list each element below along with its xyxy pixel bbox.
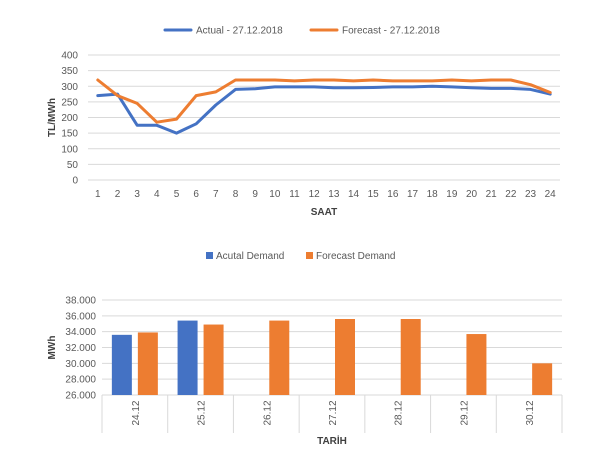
x-tick-label: 13 bbox=[328, 189, 340, 200]
x-tick-label: 2 bbox=[115, 189, 121, 200]
x-tick-label: 10 bbox=[269, 189, 281, 200]
bar-forecast bbox=[269, 320, 290, 395]
y-tick-label: 30.000 bbox=[65, 359, 96, 370]
x-tick-label: 6 bbox=[193, 189, 199, 200]
x-tick-label: 24 bbox=[545, 189, 557, 200]
x-tick-label: 14 bbox=[348, 189, 360, 200]
y-tick-label: 200 bbox=[61, 113, 78, 124]
x-tick-label: 5 bbox=[174, 189, 180, 200]
x-tick-label: 27.12 bbox=[328, 400, 339, 425]
x-tick-label: 19 bbox=[446, 189, 458, 200]
x-tick-label: 26.12 bbox=[262, 400, 273, 425]
y-tick-label: 38.000 bbox=[65, 296, 96, 307]
bar-forecast bbox=[203, 324, 224, 395]
legend-label: Forecast - 27.12.2018 bbox=[342, 26, 440, 37]
bar-forecast bbox=[335, 319, 355, 395]
bar-actual bbox=[111, 334, 132, 395]
x-tick-label: 4 bbox=[154, 189, 160, 200]
x-tick-label: 8 bbox=[233, 189, 239, 200]
y-tick-label: 400 bbox=[61, 51, 78, 62]
legend-square-swatch bbox=[206, 252, 213, 259]
series-line-0 bbox=[96, 84, 552, 135]
legend-square-swatch bbox=[306, 252, 313, 259]
x-tick-label: 12 bbox=[309, 189, 321, 200]
x-tick-label: 25.12 bbox=[197, 400, 208, 425]
y-tick-label: 34.000 bbox=[65, 327, 96, 338]
y-axis-title: TL/MWh bbox=[47, 98, 58, 137]
x-tick-label: 16 bbox=[387, 189, 399, 200]
x-tick-label: 18 bbox=[427, 189, 439, 200]
bar-forecast bbox=[532, 363, 553, 395]
y-tick-label: 300 bbox=[61, 82, 78, 93]
y-tick-label: 28.000 bbox=[65, 375, 96, 386]
x-tick-label: 22 bbox=[505, 189, 517, 200]
x-tick-label: 7 bbox=[213, 189, 219, 200]
x-tick-label: 28.12 bbox=[394, 400, 405, 425]
y-axis-title: MWh bbox=[47, 336, 58, 360]
legend-label: Acutal Demand bbox=[216, 251, 284, 262]
y-tick-label: 50 bbox=[67, 160, 79, 171]
x-tick-label: 20 bbox=[466, 189, 478, 200]
legend-label: Actual - 27.12.2018 bbox=[196, 26, 283, 37]
x-tick-label: 29.12 bbox=[459, 400, 470, 425]
series-line-1 bbox=[96, 78, 552, 124]
x-tick-label: 21 bbox=[486, 189, 498, 200]
x-axis-title: SAAT bbox=[311, 207, 337, 218]
bar-chart-daily-demand: 26.000 28.000 30.000 32.000 34.000 36.000 38.0… bbox=[47, 251, 563, 447]
bar-actual bbox=[177, 320, 198, 395]
x-tick-label: 24.12 bbox=[131, 400, 142, 425]
x-axis-title: TARİH bbox=[317, 434, 347, 447]
x-tick-label: 11 bbox=[289, 189, 300, 200]
y-tick-label: 150 bbox=[61, 129, 78, 140]
y-tick-label: 350 bbox=[61, 66, 78, 77]
y-tick-label: 250 bbox=[61, 97, 78, 108]
y-tick-label: 0 bbox=[72, 176, 78, 187]
y-tick-label: 36.000 bbox=[65, 311, 96, 322]
y-tick-label: 100 bbox=[61, 144, 78, 155]
y-tick-label: 32.000 bbox=[65, 343, 96, 354]
x-tick-label: 23 bbox=[525, 189, 537, 200]
x-tick-label: 30.12 bbox=[525, 400, 536, 425]
bar-forecast bbox=[400, 319, 421, 395]
x-tick-label: 15 bbox=[368, 189, 380, 200]
legend-label: Forecast Demand bbox=[316, 251, 395, 262]
x-tick-label: 3 bbox=[134, 189, 140, 200]
x-tick-label: 1 bbox=[95, 189, 101, 200]
y-tick-label: 26.000 bbox=[65, 391, 96, 402]
x-tick-label: 17 bbox=[407, 189, 419, 200]
bar-forecast bbox=[466, 334, 487, 395]
x-tick-label: 9 bbox=[252, 189, 258, 200]
bar-forecast bbox=[137, 332, 158, 395]
